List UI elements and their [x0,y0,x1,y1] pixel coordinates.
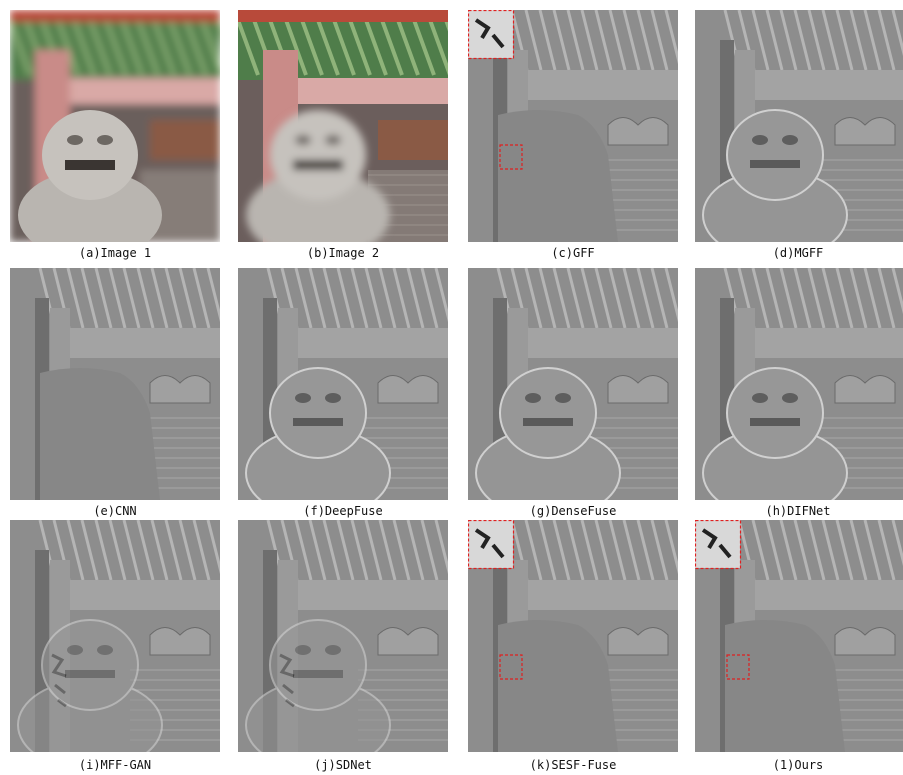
fused-image [10,10,220,242]
caption: (k)SESF-Fuse [468,758,678,772]
fused-image [10,520,220,752]
caption: (d)MGFF [693,246,903,260]
caption: (g)DenseFuse [468,504,678,518]
fused-image [238,520,448,752]
caption: (i)MFF-GAN [10,758,220,772]
fused-image [695,10,903,242]
caption: (j)SDNet [238,758,448,772]
fused-image [238,10,448,242]
caption: (b)Image 2 [238,246,448,260]
fused-image [695,520,903,752]
fused-image [238,268,448,500]
fused-image [468,268,678,500]
fused-image [468,520,678,752]
caption: (e)CNN [10,504,220,518]
zoom-inset [695,520,741,569]
caption: (c)GFF [468,246,678,260]
fused-image [10,268,220,500]
caption: (1)Ours [693,758,903,772]
fused-image [695,268,903,500]
figure: (a)Image 1 (b)Image 2 (c)GFF (d)MGFF (e)CNN (… [0,0,903,775]
caption: (f)DeepFuse [238,504,448,518]
zoom-inset [468,520,514,569]
zoom-inset [468,10,514,59]
caption: (h)DIFNet [693,504,903,518]
caption: (a)Image 1 [10,246,220,260]
fused-image [468,10,678,242]
